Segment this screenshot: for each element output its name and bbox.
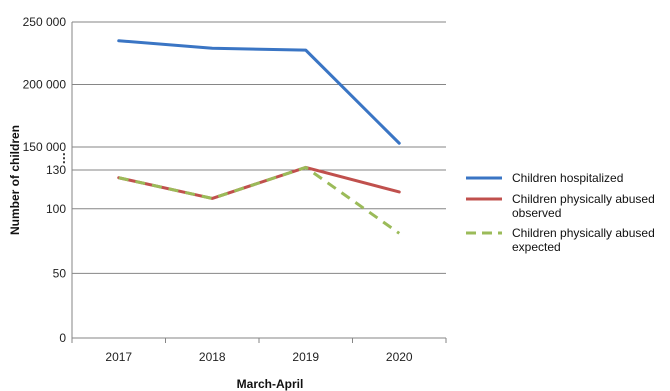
y-tick-label: 250 000: [23, 15, 67, 29]
x-tick-label: 2019: [292, 350, 319, 364]
y-tick-label: 0: [59, 331, 66, 345]
grid-lines: [72, 21, 446, 274]
y-tick-label: 100: [46, 202, 66, 216]
y-tick-label: 150 000: [23, 140, 67, 154]
x-tick-labels: 2017 2018 2019 2020: [71, 338, 447, 364]
y-tick-labels: 250 000 200 000 150 000 130 100 50 0: [23, 15, 67, 345]
x-tick-label: 2017: [105, 350, 132, 364]
y-axis-title: Number of children: [8, 125, 22, 235]
y-tick-label: 200 000: [23, 78, 67, 92]
series-lines: [117, 39, 401, 235]
legend-label: expected: [512, 240, 561, 254]
legend-label: observed: [512, 206, 561, 220]
x-tick-label: 2018: [199, 350, 226, 364]
legend-label: Children hospitalized: [512, 171, 623, 185]
legend-label: Children physically abused: [512, 192, 655, 206]
series-line-1: [117, 39, 401, 145]
legend: Children hospitalized Children physically…: [466, 171, 655, 254]
series-line-3: [118, 165, 401, 235]
axes: ⋮: [58, 22, 446, 339]
y-tick-label: 50: [53, 266, 67, 280]
axis-break-mark: ⋮: [58, 151, 70, 165]
x-axis-title: March-April: [237, 377, 304, 391]
y-tick-label: 130: [46, 163, 66, 177]
x-tick-label: 2020: [386, 350, 413, 364]
legend-label: Children physically abused: [512, 226, 655, 240]
